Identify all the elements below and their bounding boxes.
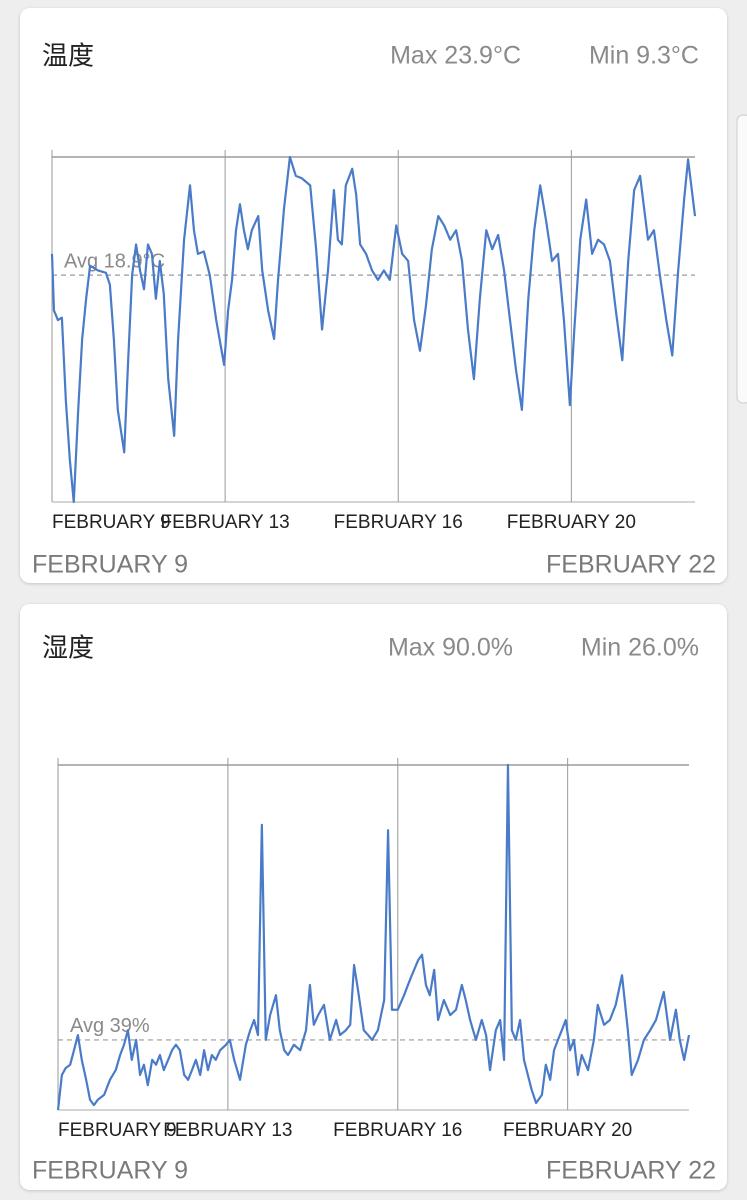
x-tick-label: FEBRUARY 16 (334, 512, 463, 533)
min-label: Min 9.3°C (589, 42, 699, 70)
max-label: Max 23.9°C (390, 42, 521, 70)
card (20, 604, 727, 1190)
range-end: FEBRUARY 22 (546, 551, 716, 579)
data-line (56, 763, 691, 1111)
card-title: 温度 (42, 42, 94, 72)
scroll-handle[interactable] (736, 114, 747, 404)
average-label: Avg 39% (70, 1015, 150, 1037)
x-tick-label: FEBRUARY 16 (333, 1120, 462, 1141)
card (20, 8, 727, 583)
card-title: 湿度 (42, 634, 94, 664)
range-end: FEBRUARY 22 (546, 1157, 716, 1185)
x-tick-label: FEBRUARY 9 (58, 1120, 177, 1141)
x-tick-label: FEBRUARY 9 (52, 512, 171, 533)
range-start: FEBRUARY 9 (32, 551, 188, 579)
x-tick-label: FEBRUARY 13 (163, 1120, 292, 1141)
range-start: FEBRUARY 9 (32, 1157, 188, 1185)
average-label: Avg 18.9°C (64, 250, 165, 272)
x-tick-label: FEBRUARY 20 (503, 1120, 632, 1141)
min-label: Min 26.0% (581, 634, 699, 662)
x-tick-label: FEBRUARY 13 (161, 512, 290, 533)
x-tick-label: FEBRUARY 20 (507, 512, 636, 533)
data-line (50, 155, 697, 504)
max-label: Max 90.0% (388, 634, 513, 662)
